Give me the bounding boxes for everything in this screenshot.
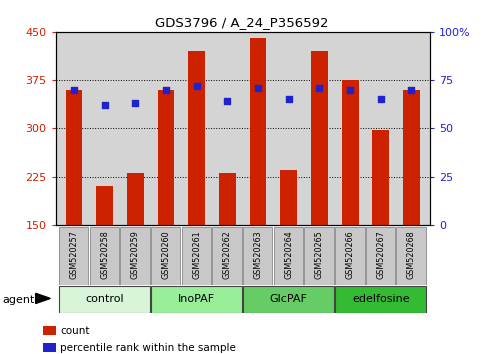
- Point: [315, 85, 323, 91]
- Text: agent: agent: [2, 295, 35, 305]
- Text: GSM520257: GSM520257: [70, 230, 78, 279]
- Text: GSM520264: GSM520264: [284, 230, 293, 279]
- Point: [408, 87, 415, 93]
- Point: [101, 102, 109, 108]
- Bar: [403, 90, 420, 225]
- Bar: [127, 173, 144, 225]
- Bar: [188, 51, 205, 225]
- Text: GSM520263: GSM520263: [254, 230, 263, 279]
- FancyBboxPatch shape: [335, 227, 365, 285]
- Text: GlcPAF: GlcPAF: [270, 294, 308, 304]
- FancyBboxPatch shape: [274, 227, 303, 285]
- Point: [162, 87, 170, 93]
- Bar: [219, 173, 236, 225]
- Text: count: count: [60, 326, 90, 336]
- FancyBboxPatch shape: [151, 286, 242, 313]
- Bar: [311, 51, 328, 225]
- FancyBboxPatch shape: [151, 227, 181, 285]
- FancyBboxPatch shape: [182, 227, 211, 285]
- Point: [70, 87, 78, 93]
- FancyBboxPatch shape: [335, 286, 426, 313]
- Text: GSM520259: GSM520259: [131, 230, 140, 279]
- Point: [377, 97, 384, 102]
- Text: GSM520267: GSM520267: [376, 230, 385, 279]
- Bar: [250, 38, 267, 225]
- Text: edelfosine: edelfosine: [352, 294, 410, 304]
- Text: GSM520260: GSM520260: [161, 230, 170, 279]
- Text: GSM520258: GSM520258: [100, 230, 109, 279]
- Text: GSM520262: GSM520262: [223, 230, 232, 279]
- Bar: [96, 186, 113, 225]
- Text: GSM520268: GSM520268: [407, 230, 416, 279]
- Text: percentile rank within the sample: percentile rank within the sample: [60, 343, 236, 353]
- Point: [285, 97, 293, 102]
- Point: [131, 101, 139, 106]
- FancyBboxPatch shape: [366, 227, 395, 285]
- FancyBboxPatch shape: [58, 286, 150, 313]
- Text: GSM520265: GSM520265: [315, 230, 324, 279]
- Point: [224, 98, 231, 104]
- Bar: [341, 80, 358, 225]
- Point: [193, 83, 200, 89]
- Bar: [157, 90, 174, 225]
- FancyBboxPatch shape: [304, 227, 334, 285]
- Bar: [372, 130, 389, 225]
- Text: GSM520261: GSM520261: [192, 230, 201, 279]
- FancyBboxPatch shape: [59, 227, 88, 285]
- Text: GSM520266: GSM520266: [346, 230, 355, 279]
- Text: control: control: [85, 294, 124, 304]
- FancyBboxPatch shape: [397, 227, 426, 285]
- Polygon shape: [36, 293, 50, 303]
- FancyBboxPatch shape: [90, 227, 119, 285]
- Point: [346, 87, 354, 93]
- FancyBboxPatch shape: [243, 286, 334, 313]
- FancyBboxPatch shape: [213, 227, 242, 285]
- Bar: [280, 170, 297, 225]
- Point: [254, 85, 262, 91]
- Bar: [66, 90, 83, 225]
- FancyBboxPatch shape: [120, 227, 150, 285]
- Text: GDS3796 / A_24_P356592: GDS3796 / A_24_P356592: [155, 16, 328, 29]
- FancyBboxPatch shape: [243, 227, 272, 285]
- Text: InoPAF: InoPAF: [178, 294, 215, 304]
